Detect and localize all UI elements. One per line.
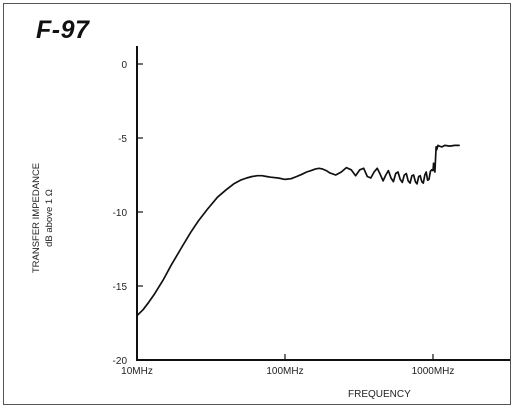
series-group xyxy=(136,144,460,317)
y-tick-label: -5 xyxy=(118,134,127,145)
y-ticks: 0 -5 -10 -15 -20 xyxy=(113,60,143,367)
x-tick-label: 1000MHz xyxy=(412,366,455,377)
y-tick-label: 0 xyxy=(121,60,127,71)
y-tick-label: -15 xyxy=(113,282,128,293)
series-line xyxy=(136,144,460,317)
y-tick-label: -20 xyxy=(113,356,128,367)
chart-title: F-97 xyxy=(36,16,90,44)
axes xyxy=(136,46,510,361)
x-tick-label: 100MHz xyxy=(266,366,303,377)
x-tick-label: 10MHz xyxy=(121,366,153,377)
chart-frame xyxy=(3,3,511,405)
x-axis-label: FREQUENCY xyxy=(348,389,411,400)
y-tick-label: -10 xyxy=(113,208,128,219)
x-ticks: 10MHz 100MHz 1000MHz xyxy=(121,354,454,377)
